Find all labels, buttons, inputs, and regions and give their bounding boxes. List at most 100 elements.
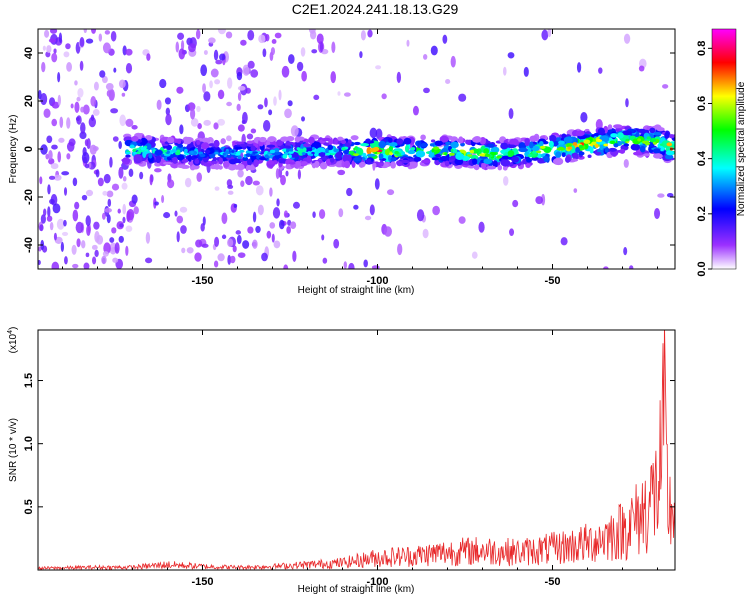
spectrogram-noise-mark [154, 168, 162, 173]
spectrogram-noise-mark [266, 230, 272, 239]
spectrogram-noise-mark [281, 65, 290, 78]
spectrogram-ridge-mark [293, 160, 302, 168]
spectrogram-ridge-mark [210, 160, 218, 165]
spectrogram-peak-mark [348, 150, 354, 155]
spectrogram-noise-mark [81, 240, 86, 249]
spectrogram-noise-mark [98, 33, 103, 42]
spectrogram-noise-mark [126, 208, 135, 221]
spectrogram-noise-mark [39, 224, 44, 232]
spectrogram-y-axis-label: Frequency (Hz) [8, 115, 19, 184]
spectrogram-ridge-mark [337, 151, 342, 160]
spectrogram-noise-mark [196, 172, 202, 183]
spectrogram-ridge-mark [121, 158, 131, 162]
spectrogram-ridge-mark [144, 134, 153, 141]
spectrogram-noise-mark [190, 117, 199, 127]
spectrogram-ridge-mark [526, 157, 532, 163]
spectrogram-noise-mark [80, 106, 85, 113]
spectrogram-noise-mark [227, 77, 233, 89]
spectrogram-noise-mark [247, 29, 255, 41]
spectrogram-noise-mark [48, 149, 53, 161]
spectrogram-noise-mark [149, 174, 153, 186]
spectrogram-peak-mark [309, 153, 314, 157]
spectrogram-ridge-mark [311, 141, 322, 149]
spectrogram-noise-mark [196, 105, 201, 113]
spectrogram-noise-mark [57, 72, 61, 83]
spectrogram-ridge-mark [350, 135, 359, 141]
spectrogram-noise-mark [51, 261, 60, 269]
spectrogram-ridge-mark [296, 136, 305, 141]
spectrogram-noise-mark [92, 146, 99, 152]
spectrogram-ridge-mark [553, 157, 564, 166]
spectrogram-noise-mark [280, 174, 286, 186]
spectrogram-ridge-mark [483, 158, 493, 165]
spectrogram-ridge-mark [575, 146, 581, 154]
spectrogram-peak-mark [484, 149, 489, 153]
spectrogram-noise-mark [209, 80, 213, 89]
spectrogram-ridge-mark [165, 144, 173, 151]
snr-series-line [38, 330, 675, 570]
spectrogram-noise-mark [40, 92, 48, 105]
spectrogram-noise-mark [406, 39, 410, 47]
spectrogram-peak-mark [314, 153, 319, 157]
spectrogram-noise-mark [47, 184, 51, 195]
spectrogram-ridge-mark [201, 137, 211, 144]
spectrogram-ridge-mark [589, 146, 594, 154]
spectrogram-noise-mark [285, 170, 289, 177]
spectrogram-peak-mark [325, 152, 331, 156]
spectrogram-ridge-mark [351, 160, 356, 168]
spectrogram-ridge-mark [302, 143, 312, 148]
spectrogram-ridge-mark [242, 156, 249, 161]
spectrogram-ridge-mark [599, 143, 604, 151]
spectrogram-ridge-mark [537, 157, 545, 164]
spectrogram-noise-mark [580, 111, 588, 123]
spectrogram-peak-mark [646, 136, 652, 140]
spectrogram-noise-mark [180, 40, 185, 51]
spectrogram-noise-mark [629, 265, 634, 269]
snr-y-tick-label: 1.5 [23, 373, 35, 388]
spectrogram-noise-mark [360, 30, 366, 41]
spectrogram-ridge-mark [578, 151, 585, 156]
spectrogram-peak-mark [431, 148, 435, 153]
spectrogram-noise-mark [194, 252, 202, 262]
snr-y-multiplier: (x104) [7, 327, 19, 354]
spectrogram-noise-mark [84, 139, 89, 147]
spectrogram-noise-mark [131, 194, 138, 204]
spectrogram-ridge-mark [490, 146, 500, 154]
spectrogram-noise-mark [61, 231, 69, 236]
spectrogram-noise-mark [85, 252, 90, 258]
spectrogram-peak-mark [190, 151, 194, 154]
spectrogram-noise-mark [250, 128, 257, 134]
spectrogram-ridge-mark [356, 147, 364, 156]
spectrogram-noise-mark [145, 232, 151, 244]
spectrogram-ridge-mark [486, 165, 497, 170]
spectrogram-noise-mark [181, 247, 186, 254]
spectrogram-ridge-mark [430, 139, 436, 143]
spectrogram-noise-mark [95, 169, 100, 178]
spectrogram-noise-mark [397, 243, 403, 256]
spectrogram-noise-mark [202, 83, 206, 93]
spectrogram-noise-mark [107, 198, 112, 207]
spectrogram-noise-mark [271, 233, 275, 243]
spectrogram-ridge-mark [365, 138, 371, 143]
spectrogram-peak-mark [536, 150, 542, 154]
spectrogram-noise-mark [235, 230, 242, 235]
spectrogram-noise-mark [81, 194, 88, 201]
spectrogram-noise-mark [97, 177, 104, 187]
spectrogram-noise-mark [184, 177, 192, 188]
spectrogram-noise-mark [60, 241, 64, 253]
spectrogram-peak-mark [269, 149, 276, 154]
spectrogram-noise-mark [133, 206, 139, 215]
spectrogram-noise-mark [58, 32, 63, 43]
spectrogram-ridge-mark [342, 154, 350, 163]
spectrogram-noise-mark [48, 38, 57, 43]
spectrogram-ridge-mark [472, 158, 478, 165]
spectrogram-ridge-mark [154, 149, 163, 156]
spectrogram-ridge-mark [639, 145, 646, 153]
spectrogram-noise-mark [217, 253, 225, 262]
spectrogram-ridge-mark [429, 143, 435, 147]
spectrogram-ridge-mark [623, 143, 630, 147]
spectrogram-noise-mark [255, 225, 261, 233]
spectrogram-ridge-mark [396, 138, 404, 145]
spectrogram-noise-mark [654, 208, 661, 220]
spectrogram-noise-mark [264, 97, 268, 108]
